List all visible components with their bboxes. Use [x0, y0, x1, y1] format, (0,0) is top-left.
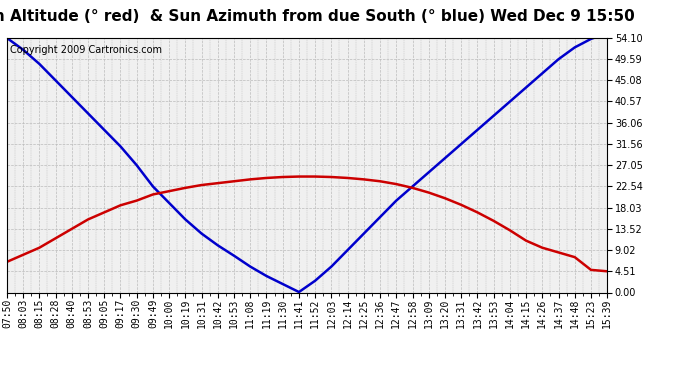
Text: Sun Altitude (° red)  & Sun Azimuth from due South (° blue) Wed Dec 9 15:50: Sun Altitude (° red) & Sun Azimuth from …	[0, 9, 635, 24]
Text: Copyright 2009 Cartronics.com: Copyright 2009 Cartronics.com	[10, 45, 162, 55]
